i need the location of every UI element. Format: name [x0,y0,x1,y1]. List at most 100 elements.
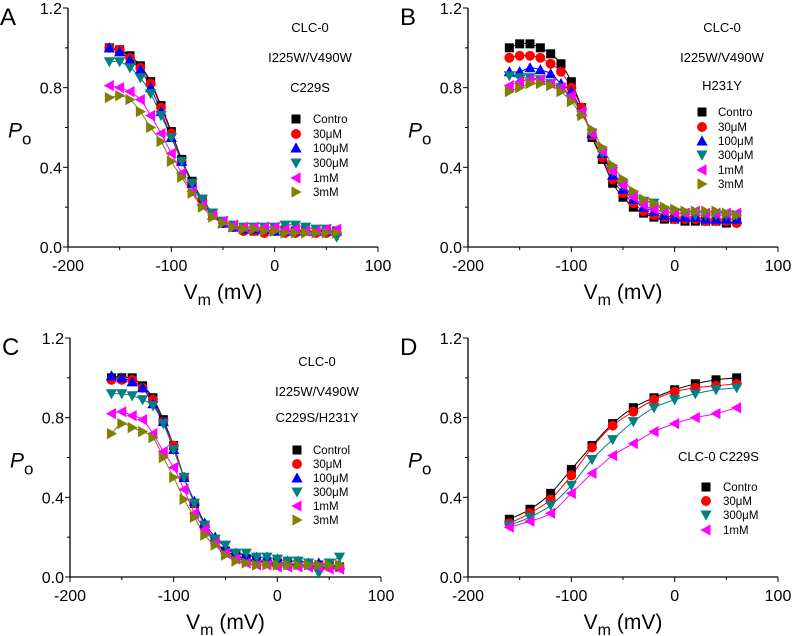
fit-line [111,378,340,568]
data-point [209,534,221,545]
data-point [628,406,639,417]
data-point [117,418,128,430]
x-label-sub: m [198,292,211,309]
x-label-unit: (mV) [611,611,662,634]
data-point [241,557,252,569]
data-point [669,395,681,406]
fit-line [111,375,340,566]
data-point [680,205,691,217]
data-point [566,464,576,474]
x-tick-label: -200 [52,258,84,275]
data-point [104,92,115,104]
data-point [514,50,525,61]
data-point [124,86,135,98]
data-point [711,375,721,385]
annotation: CLC-0 [291,20,329,35]
legend-label: 100μM [313,473,348,485]
data-point [333,552,346,563]
data-point [136,395,149,406]
x-tick-label: 100 [765,258,792,275]
data-point [690,205,701,217]
data-point [648,203,659,215]
data-point [617,179,628,191]
data-point [556,59,566,69]
data-point [303,559,315,571]
data-point [155,127,166,140]
data-point [105,370,118,381]
y-label-main: P [408,120,422,143]
panel-a: A 0.0 0.4 0.8 1.2 -200 -100 0 100 Po Vm (mV) CLC-0 I… [0,1,391,309]
x-tick-label: 0 [670,588,679,605]
legend-label: 1mM [313,501,339,513]
data-point [670,203,681,215]
legend-marker [290,172,301,184]
series-5 [106,418,346,571]
data-point [525,39,535,49]
legend-marker [700,524,711,536]
y-tick-label: 0.4 [440,160,462,177]
x-axis-label: Vm (mV) [184,281,263,309]
data-point [200,529,211,541]
data-point [556,66,566,77]
data-point [311,227,322,239]
x-tick-label: -100 [555,258,587,275]
data-point [208,211,219,223]
data-point [289,220,301,231]
legend-marker [700,510,712,521]
data-point [145,89,157,100]
data-point [280,227,291,239]
legend-marker [697,107,707,117]
data-point [565,90,576,102]
data-point [300,222,312,233]
fit-line [109,85,337,232]
data-point [116,406,127,418]
data-point [566,470,577,481]
y-axis-label: Po [10,450,33,479]
annotation: C229S [290,80,330,95]
x-label-sub: m [598,622,611,636]
data-point [199,523,210,535]
data-point [504,86,515,98]
series-5 [504,78,743,221]
data-point [134,93,145,106]
data-point [504,43,514,53]
x-label-main: V [186,611,200,634]
data-point [607,165,618,177]
data-point [165,132,177,144]
data-point [114,46,126,57]
x-label-unit: (mV) [214,611,265,634]
x-tick-label: -200 [452,258,484,275]
legend-label: 3mM [313,187,339,199]
legend-label: 300μM [718,150,753,162]
annotation: CLC-0 C229S [678,449,759,464]
data-point [106,427,118,440]
legend-label: 30μM [313,459,342,471]
data-point [649,394,659,405]
y-axis-label: Po [408,450,431,479]
data-point [545,507,556,519]
legend-marker [290,142,302,153]
data-point [721,207,732,219]
x-tick-label: 100 [765,588,792,605]
data-point [335,559,346,571]
legend-marker [291,487,303,498]
data-point [669,418,680,430]
data-point [156,135,167,148]
data-point [503,521,514,533]
y-tick-label: 0.4 [42,490,64,507]
data-point [168,445,180,456]
legend-label: Control [313,445,350,457]
data-point [525,50,535,61]
x-axis-label: Vm (mV) [584,611,663,636]
legend-label: 30μM [723,496,752,508]
legend-marker [696,150,708,161]
data-point [114,57,126,68]
data-point [669,386,680,397]
data-point [262,559,273,571]
data-point [524,515,535,527]
data-point [105,389,118,400]
data-point [127,422,138,434]
panel-label: B [400,4,416,31]
y-label-main: P [408,450,422,473]
